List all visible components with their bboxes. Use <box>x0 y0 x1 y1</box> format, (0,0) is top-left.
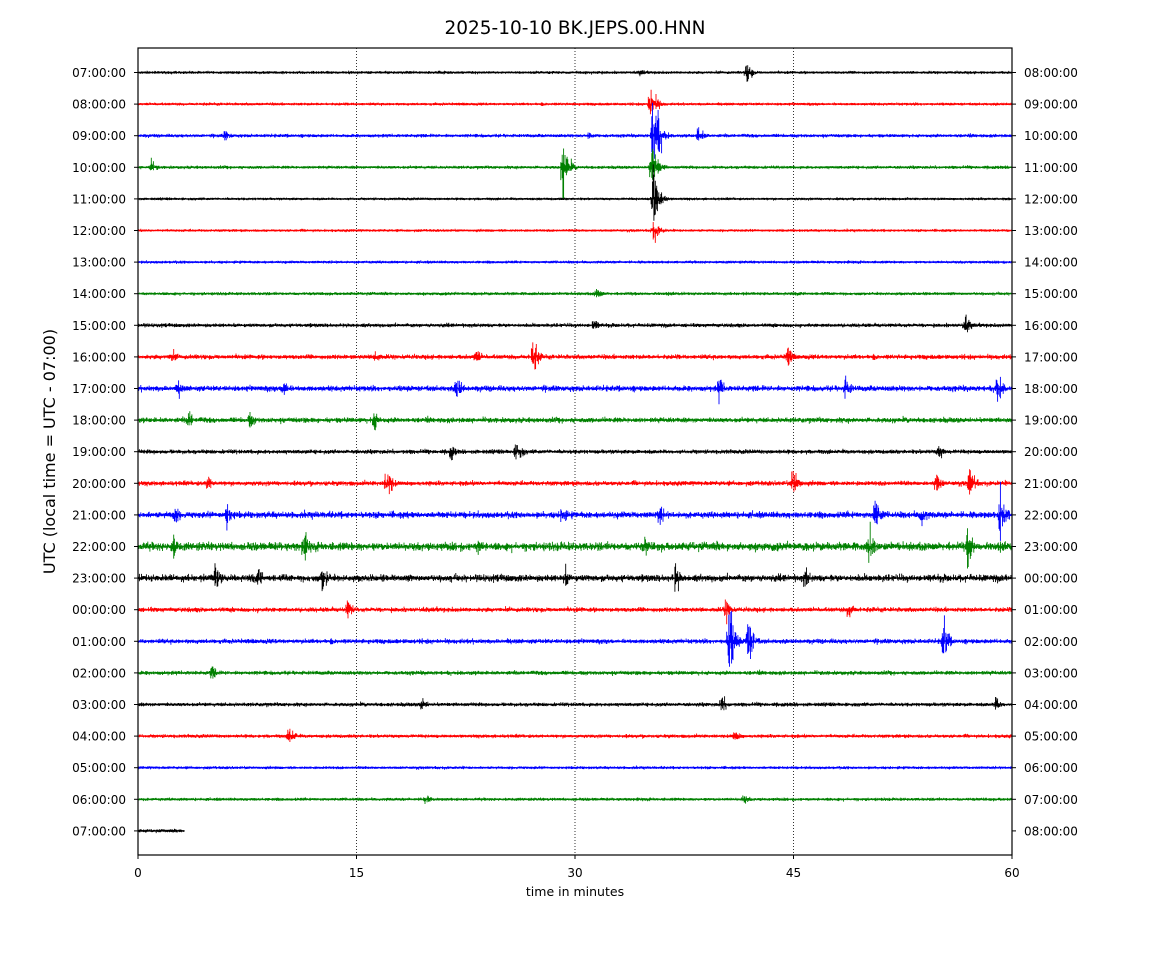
trace-layer <box>137 65 1013 834</box>
chart-title: 2025-10-10 BK.JEPS.00.HNN <box>444 18 705 39</box>
left-tick-label-4: 11:00:00 <box>72 192 126 206</box>
left-tick-label-21: 04:00:00 <box>72 730 126 744</box>
left-tick-label-17: 00:00:00 <box>72 603 126 617</box>
x-tick-label-60: 60 <box>1004 866 1019 880</box>
left-tick-label-9: 16:00:00 <box>72 350 126 364</box>
right-tick-label-12: 20:00:00 <box>1024 445 1078 459</box>
left-tick-label-6: 13:00:00 <box>72 256 126 270</box>
right-tick-label-22: 06:00:00 <box>1024 761 1078 775</box>
right-tick-label-15: 23:00:00 <box>1024 540 1078 554</box>
left-tick-label-5: 12:00:00 <box>72 224 126 238</box>
right-tick-labels: 08:00:00 09:00:00 10:00:00 11:00:00 12:00:00… <box>1012 66 1078 838</box>
x-tick-label-0: 0 <box>134 866 142 880</box>
right-tick-label-11: 19:00:00 <box>1024 414 1078 428</box>
left-tick-label-19: 02:00:00 <box>72 666 126 680</box>
right-tick-label-8: 16:00:00 <box>1024 319 1078 333</box>
left-tick-label-16: 23:00:00 <box>72 572 126 586</box>
y-axis-label: UTC (local time = UTC - 07:00) <box>40 329 59 574</box>
x-axis-label: time in minutes <box>526 884 624 899</box>
right-tick-label-18: 02:00:00 <box>1024 635 1078 649</box>
left-tick-label-7: 14:00:00 <box>72 287 126 301</box>
left-tick-label-24: 07:00:00 <box>72 824 126 838</box>
left-tick-label-12: 19:00:00 <box>72 445 126 459</box>
left-tick-label-11: 18:00:00 <box>72 414 126 428</box>
x-tick-label-30: 30 <box>567 866 582 880</box>
x-tick-labels: 0 15 30 45 60 <box>134 855 1020 880</box>
right-tick-label-24: 08:00:00 <box>1024 824 1078 838</box>
x-tick-label-15: 15 <box>349 866 364 880</box>
right-tick-label-2: 10:00:00 <box>1024 129 1078 143</box>
left-tick-label-13: 20:00:00 <box>72 477 126 491</box>
right-tick-label-9: 17:00:00 <box>1024 350 1078 364</box>
left-tick-label-14: 21:00:00 <box>72 508 126 522</box>
left-tick-labels: 07:00:00 08:00:00 09:00:00 10:00:00 11:00:00… <box>72 66 138 838</box>
right-tick-label-6: 14:00:00 <box>1024 256 1078 270</box>
right-tick-label-23: 07:00:00 <box>1024 793 1078 807</box>
left-tick-label-22: 05:00:00 <box>72 761 126 775</box>
right-tick-label-19: 03:00:00 <box>1024 666 1078 680</box>
left-tick-label-8: 15:00:00 <box>72 319 126 333</box>
left-tick-label-15: 22:00:00 <box>72 540 126 554</box>
right-tick-label-20: 04:00:00 <box>1024 698 1078 712</box>
right-tick-label-17: 01:00:00 <box>1024 603 1078 617</box>
left-tick-label-1: 08:00:00 <box>72 98 126 112</box>
left-tick-label-3: 10:00:00 <box>72 161 126 175</box>
right-tick-label-7: 15:00:00 <box>1024 287 1078 301</box>
right-tick-label-21: 05:00:00 <box>1024 730 1078 744</box>
right-tick-label-14: 22:00:00 <box>1024 508 1078 522</box>
left-tick-label-20: 03:00:00 <box>72 698 126 712</box>
right-tick-label-16: 00:00:00 <box>1024 572 1078 586</box>
left-tick-label-10: 17:00:00 <box>72 382 126 396</box>
left-tick-label-18: 01:00:00 <box>72 635 126 649</box>
right-tick-label-0: 08:00:00 <box>1024 66 1078 80</box>
right-tick-label-3: 11:00:00 <box>1024 161 1078 175</box>
left-tick-label-23: 06:00:00 <box>72 793 126 807</box>
right-tick-label-1: 09:00:00 <box>1024 98 1078 112</box>
right-tick-label-10: 18:00:00 <box>1024 382 1078 396</box>
right-tick-label-4: 12:00:00 <box>1024 192 1078 206</box>
right-tick-label-13: 21:00:00 <box>1024 477 1078 491</box>
right-tick-label-5: 13:00:00 <box>1024 224 1078 238</box>
left-tick-label-0: 07:00:00 <box>72 66 126 80</box>
grid-lines <box>356 48 794 855</box>
x-tick-label-45: 45 <box>786 866 801 880</box>
left-tick-label-2: 09:00:00 <box>72 129 126 143</box>
